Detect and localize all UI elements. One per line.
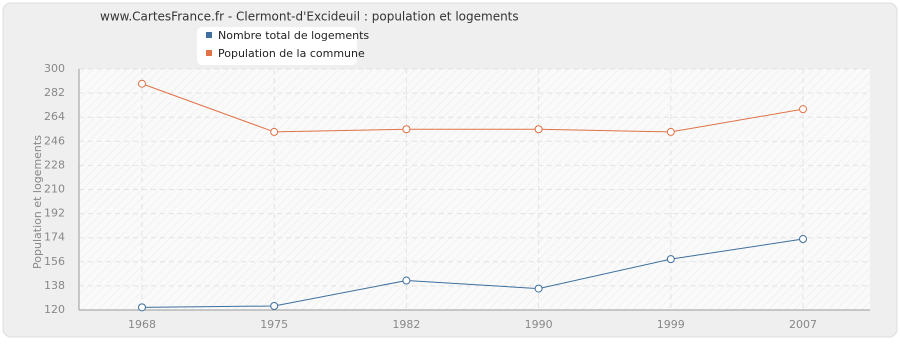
legend-swatch	[206, 32, 212, 38]
x-tick-label: 1990	[525, 318, 553, 331]
y-tick-label: 282	[44, 86, 65, 99]
series-line	[141, 83, 804, 133]
y-tick-label: 264	[44, 110, 65, 123]
point	[799, 105, 807, 114]
chart-title: www.CartesFrance.fr - Clermont-d'Excideu…	[100, 10, 519, 24]
point	[666, 255, 675, 264]
point	[666, 127, 675, 136]
x-tick-label: 1982	[392, 318, 420, 331]
x-tick-label: 1975	[260, 318, 288, 331]
legend-label: Nombre total de logements	[218, 29, 369, 42]
y-tick-label: 174	[44, 231, 65, 244]
x-tick-label: 2007	[789, 318, 817, 331]
y-tick-label: 246	[44, 134, 65, 147]
y-tick-label: 138	[44, 279, 65, 292]
x-tick-label: 1968	[128, 318, 156, 331]
legend-swatch	[206, 50, 212, 56]
point	[138, 303, 146, 312]
legend	[197, 27, 357, 65]
point	[534, 125, 543, 134]
y-tick-label: 210	[44, 183, 65, 196]
point	[799, 235, 807, 244]
point	[402, 276, 411, 285]
y-tick-label: 120	[44, 303, 65, 316]
legend-label: Population de la commune	[218, 47, 365, 60]
point	[402, 125, 411, 134]
series-line	[141, 238, 804, 308]
y-tick-label: 192	[44, 207, 65, 220]
y-tick-label: 156	[44, 255, 65, 268]
point	[534, 284, 543, 293]
y-tick-label: 228	[44, 158, 65, 171]
point	[270, 301, 279, 310]
point	[138, 79, 146, 88]
point	[270, 127, 279, 136]
y-tick-label: 300	[44, 62, 65, 75]
x-tick-label: 1999	[657, 318, 685, 331]
y-axis-label: Population et logements	[31, 135, 44, 269]
